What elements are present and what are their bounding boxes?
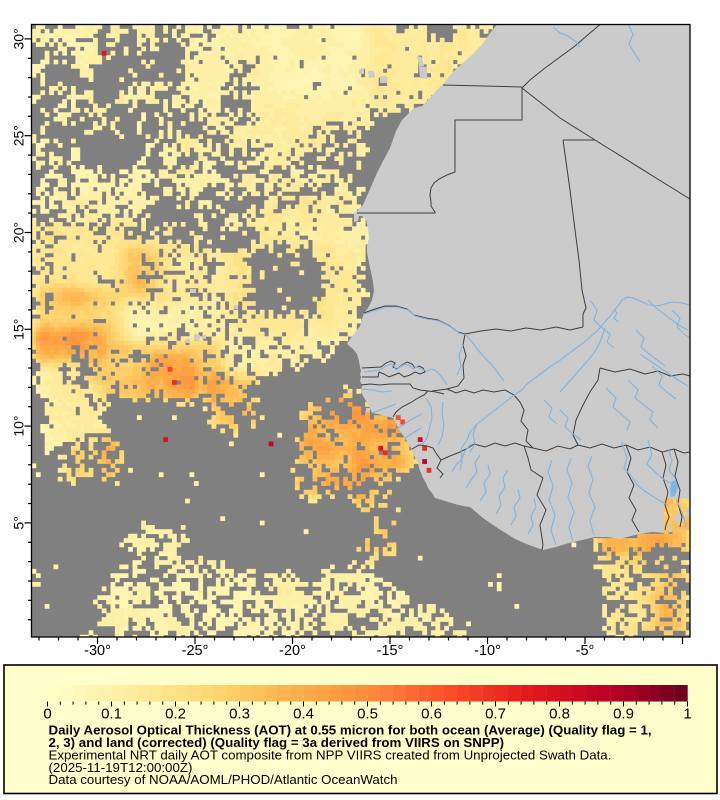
svg-text:Data courtesy of NOAA/AOML/PHO: Data courtesy of NOAA/AOML/PHOD/Atlantic… <box>49 772 398 787</box>
svg-text:0.6: 0.6 <box>421 705 442 722</box>
svg-text:0.1: 0.1 <box>101 705 122 722</box>
svg-text:(2025-11-19T12:00:00Z): (2025-11-19T12:00:00Z) <box>49 760 193 775</box>
svg-text:10°: 10° <box>11 416 27 437</box>
svg-text:0.5: 0.5 <box>357 705 378 722</box>
svg-text:0.9: 0.9 <box>613 705 634 722</box>
svg-text:Experimental NRT daily AOT com: Experimental NRT daily AOT composite fro… <box>49 747 612 762</box>
svg-text:Daily Aerosol Optical Thicknes: Daily Aerosol Optical Thickness (AOT) at… <box>49 722 652 737</box>
svg-text:1: 1 <box>683 705 691 722</box>
svg-text:0.7: 0.7 <box>485 705 506 722</box>
svg-text:-25°: -25° <box>182 643 209 659</box>
svg-text:25°: 25° <box>11 125 27 146</box>
svg-text:0.2: 0.2 <box>165 705 186 722</box>
svg-text:-10°: -10° <box>474 643 501 659</box>
svg-text:0.3: 0.3 <box>229 705 250 722</box>
svg-text:0.4: 0.4 <box>293 705 314 722</box>
svg-text:15°: 15° <box>11 319 27 340</box>
svg-text:0.8: 0.8 <box>549 705 570 722</box>
svg-text:-5°: -5° <box>576 643 595 659</box>
svg-text:30°: 30° <box>11 28 27 49</box>
svg-text:-30°: -30° <box>84 643 111 659</box>
svg-text:-20°: -20° <box>279 643 306 659</box>
svg-text:20°: 20° <box>11 222 27 243</box>
svg-text:2, 3) and land (corrected) (Qu: 2, 3) and land (corrected) (Quality flag… <box>49 735 505 750</box>
svg-text:5°: 5° <box>11 516 27 529</box>
svg-text:0: 0 <box>43 705 51 722</box>
svg-text:-15°: -15° <box>377 643 404 659</box>
